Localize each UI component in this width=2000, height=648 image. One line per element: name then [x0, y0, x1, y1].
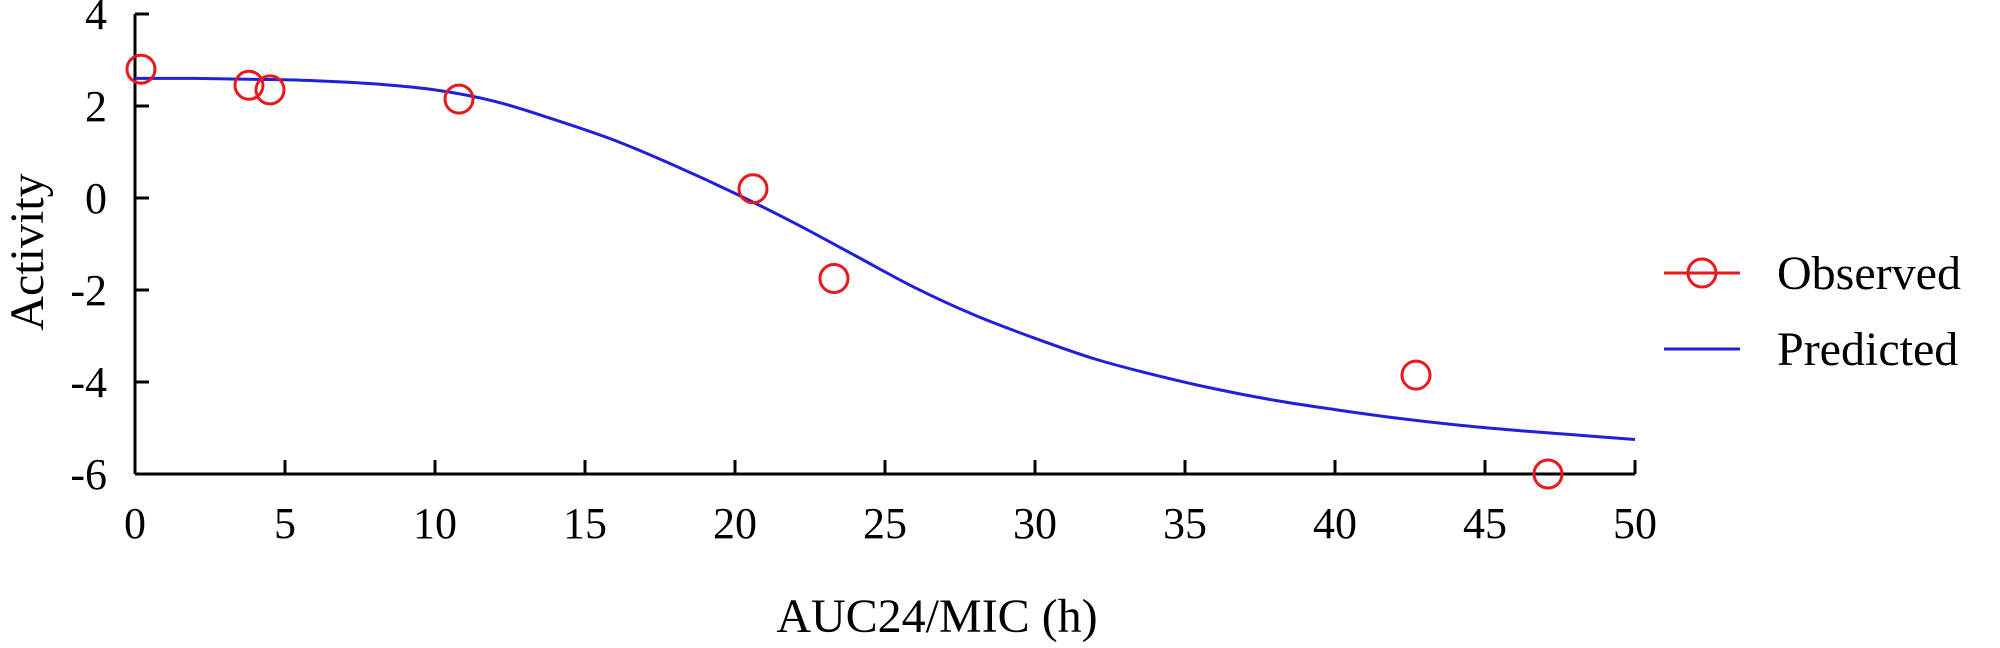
observed-point	[1532, 458, 1564, 490]
observed-point	[443, 83, 475, 115]
x-tick-label: 0	[124, 499, 146, 548]
observed-point	[125, 53, 157, 85]
x-tick-label: 25	[863, 499, 907, 548]
x-tick-label: 45	[1463, 499, 1507, 548]
x-tick-label: 10	[413, 499, 457, 548]
y-tick-label: -6	[70, 450, 107, 499]
legend: Observed Predicted	[1664, 247, 1961, 376]
y-tick-label: -2	[70, 266, 107, 315]
legend-item-predicted: Predicted	[1664, 323, 1958, 376]
x-axis-title: AUC24/MIC (h)	[776, 590, 1097, 643]
x-tick-label: 40	[1313, 499, 1357, 548]
predicted-series-line	[134, 76, 1636, 441]
plot-area: 0 5 10 15 20 25 30 35 40 45 50 -6 -4 -2 0 2 4	[70, 0, 1657, 548]
observed-point	[233, 69, 265, 101]
observed-point	[254, 74, 286, 106]
legend-item-observed: Observed	[1664, 247, 1961, 300]
x-tick-label: 30	[1013, 499, 1057, 548]
y-tick-label: 0	[85, 174, 107, 223]
x-tick-label: 15	[563, 499, 607, 548]
observed-point	[818, 263, 850, 294]
x-tick-label: 5	[274, 499, 296, 548]
legend-observed-marker	[1686, 257, 1718, 289]
observed-point	[737, 173, 769, 205]
x-tick-label: 50	[1613, 499, 1657, 548]
x-tick-label: 20	[713, 499, 757, 548]
y-axis-title: Activity	[1, 173, 54, 330]
legend-label-observed: Observed	[1777, 247, 1961, 300]
y-tick-label: -4	[70, 358, 107, 407]
legend-label-predicted: Predicted	[1777, 323, 1958, 376]
observed-point	[1400, 359, 1432, 391]
x-tick-label: 35	[1163, 499, 1207, 548]
y-tick-label: 2	[85, 82, 107, 131]
y-tick-label: 4	[85, 0, 107, 39]
